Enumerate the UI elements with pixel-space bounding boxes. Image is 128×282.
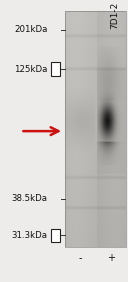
Text: 38.5kDa: 38.5kDa (11, 194, 47, 203)
Text: 31.3kDa: 31.3kDa (11, 231, 47, 240)
Bar (65, 11, 126, 247)
Bar (51, 62, 60, 76)
Text: +: + (107, 253, 115, 263)
Text: 125kDa: 125kDa (14, 65, 47, 74)
Text: 201kDa: 201kDa (14, 25, 47, 34)
Bar (51, 229, 60, 242)
Text: 7D1-2: 7D1-2 (111, 1, 120, 29)
Text: -: - (79, 253, 82, 263)
